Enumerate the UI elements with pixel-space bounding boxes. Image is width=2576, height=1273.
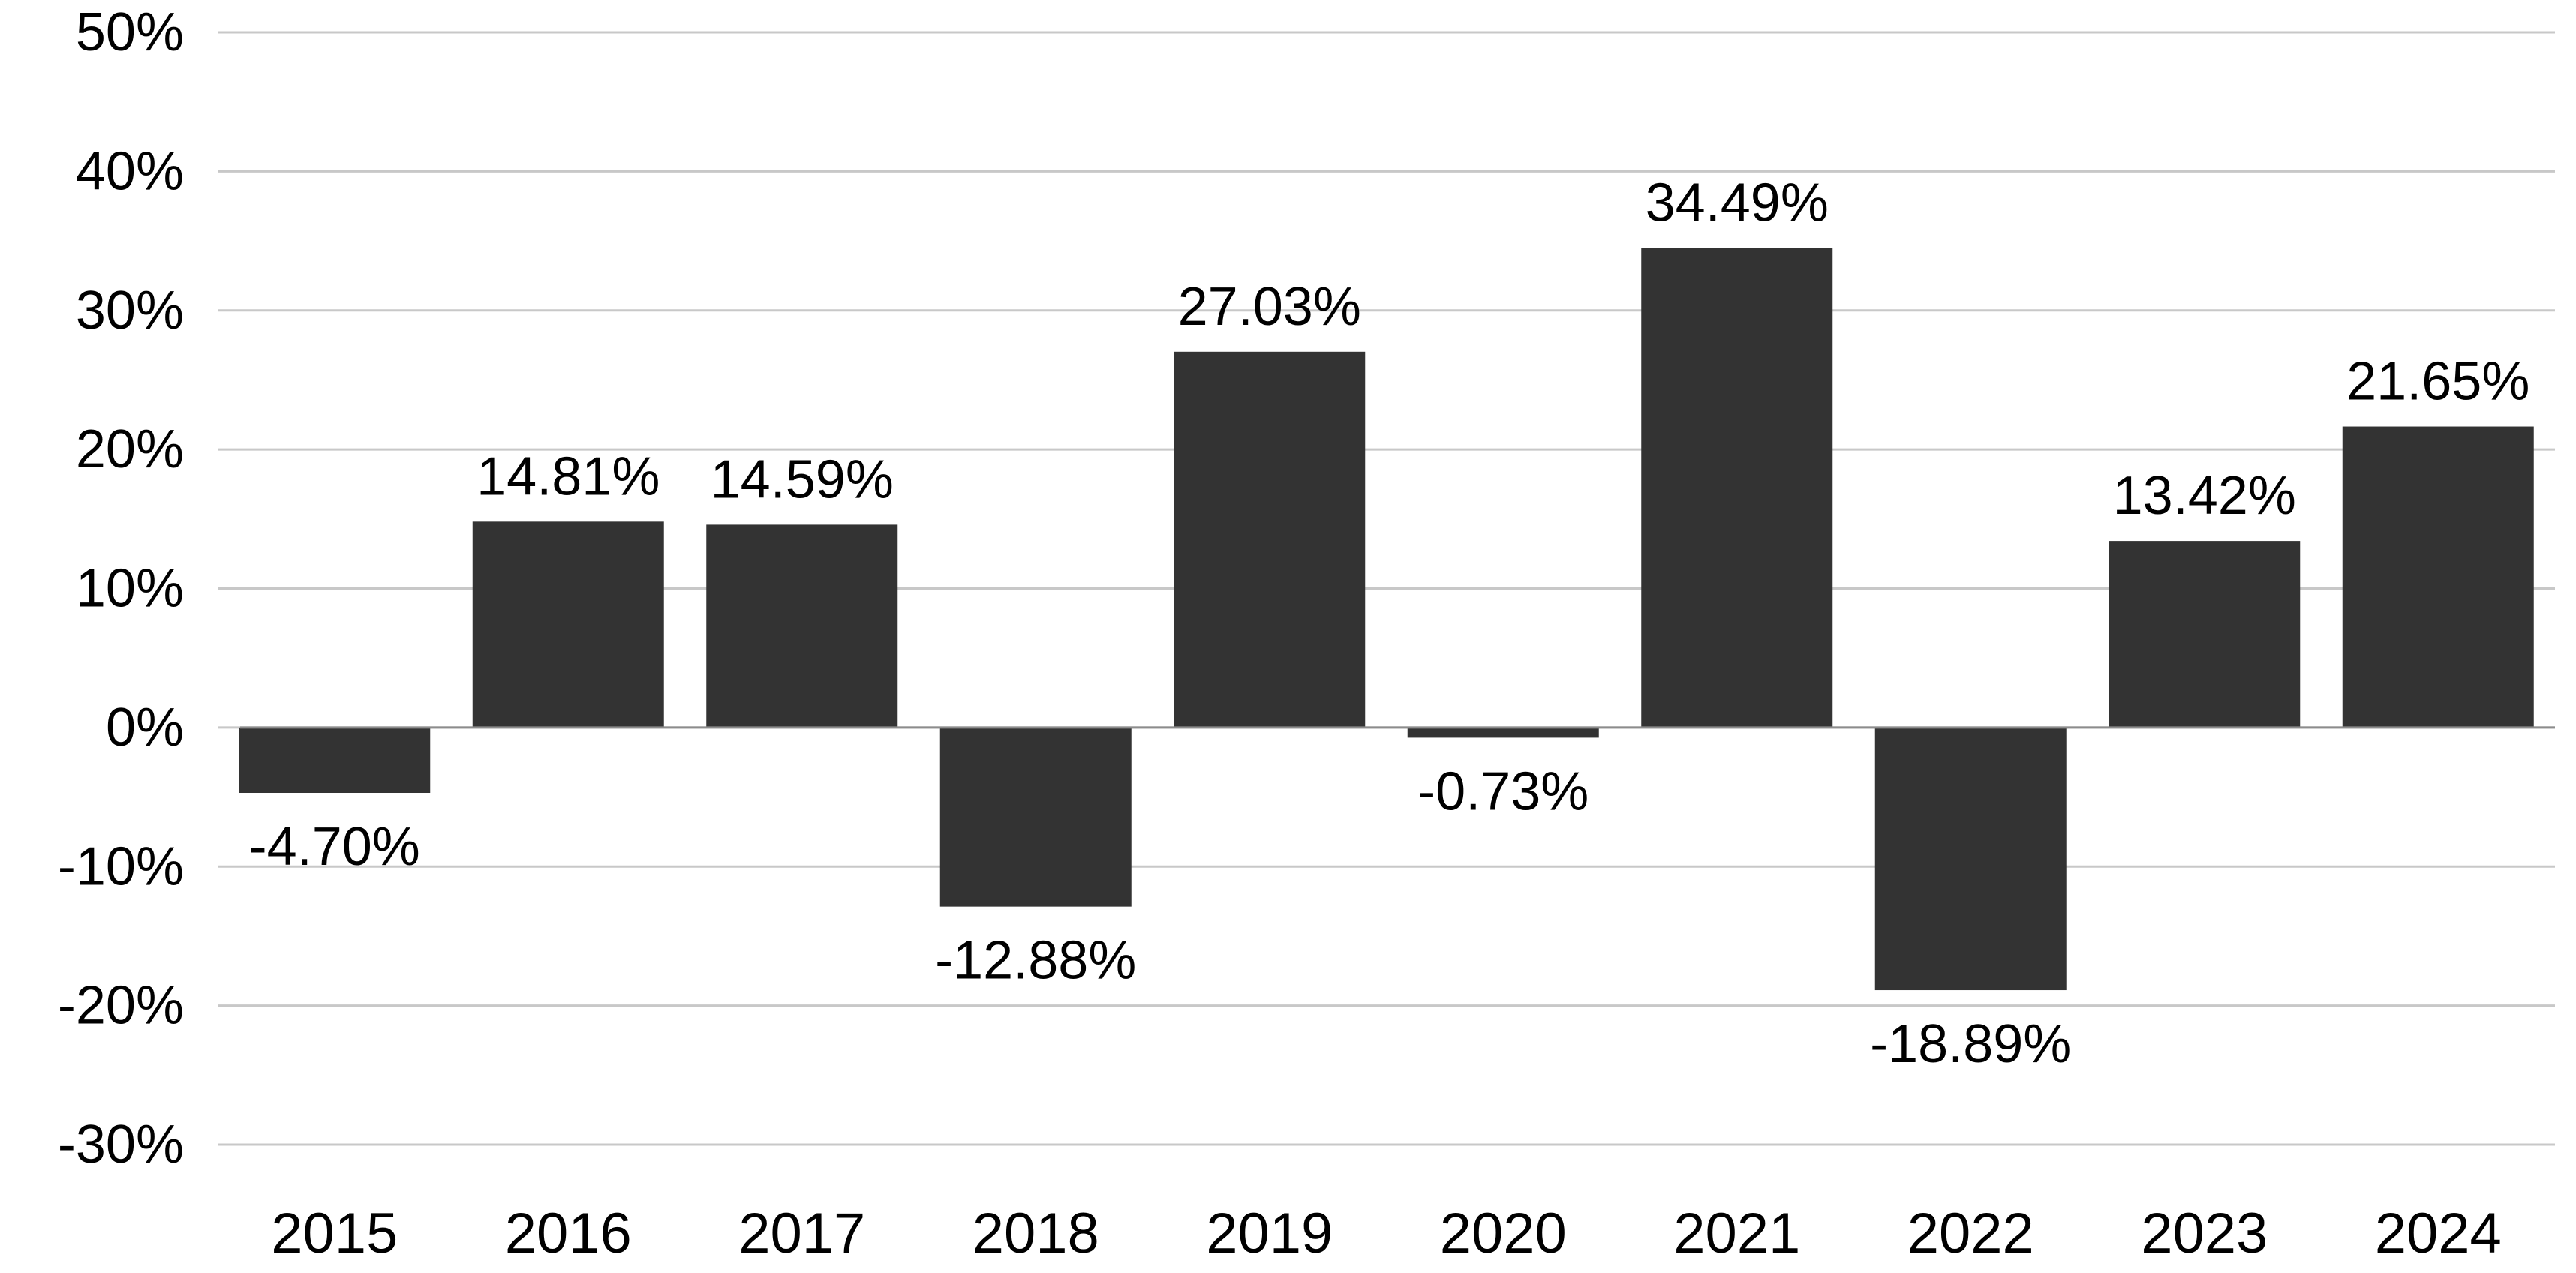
- x-axis-tick-labels: 2015 2016 2017 2018 2019 2020 2021 2022 2023 2024: [271, 1202, 2502, 1265]
- bar-2016: [472, 521, 664, 728]
- data-label: -0.73%: [1417, 761, 1589, 821]
- bar-2023: [2109, 541, 2301, 728]
- y-tick-label: 0%: [106, 698, 184, 758]
- data-label: 27.03%: [1178, 277, 1361, 337]
- bar-2020: [1407, 727, 1599, 738]
- y-tick-label: -20%: [58, 976, 184, 1036]
- data-label: 34.49%: [1646, 173, 1829, 233]
- data-label: -4.70%: [249, 817, 420, 877]
- y-axis-tick-labels: 50% 40% 30% 20% 10% 0% -10% -20% -30%: [58, 2, 184, 1175]
- x-tick-label: 2015: [271, 1202, 398, 1265]
- x-tick-label: 2016: [505, 1202, 632, 1265]
- bar-2017: [706, 524, 898, 728]
- x-tick-label: 2018: [972, 1202, 1099, 1265]
- data-label: 13.42%: [2113, 466, 2296, 526]
- data-label: 14.81%: [476, 446, 660, 506]
- y-tick-label: 50%: [76, 2, 184, 62]
- bar-2019: [1174, 351, 1366, 728]
- x-tick-label: 2017: [738, 1202, 865, 1265]
- data-label: -12.88%: [935, 931, 1136, 991]
- data-label: -18.89%: [1870, 1014, 2071, 1074]
- x-tick-label: 2022: [1907, 1202, 2034, 1265]
- bar-2018: [939, 727, 1132, 907]
- y-tick-label: -30%: [58, 1115, 184, 1175]
- y-tick-label: -10%: [58, 836, 184, 896]
- y-tick-label: 30%: [76, 281, 184, 341]
- x-tick-label: 2019: [1206, 1202, 1333, 1265]
- bar-2022: [1874, 727, 2067, 991]
- bars: [239, 248, 2534, 991]
- x-tick-label: 2024: [2375, 1202, 2502, 1265]
- y-tick-label: 10%: [76, 559, 184, 619]
- x-tick-label: 2020: [1440, 1202, 1567, 1265]
- data-label: 14.59%: [711, 449, 894, 509]
- bar-2024: [2342, 426, 2534, 728]
- bar-2021: [1641, 248, 1833, 728]
- bar-2015: [239, 727, 431, 794]
- y-tick-label: 20%: [76, 419, 184, 479]
- data-labels: -4.70% 14.81% 14.59% -12.88% 27.03% -0.73% 34.…: [249, 173, 2530, 1075]
- x-tick-label: 2023: [2141, 1202, 2268, 1265]
- x-tick-label: 2021: [1673, 1202, 1800, 1265]
- data-label: 21.65%: [2346, 352, 2529, 412]
- y-tick-label: 40%: [76, 141, 184, 201]
